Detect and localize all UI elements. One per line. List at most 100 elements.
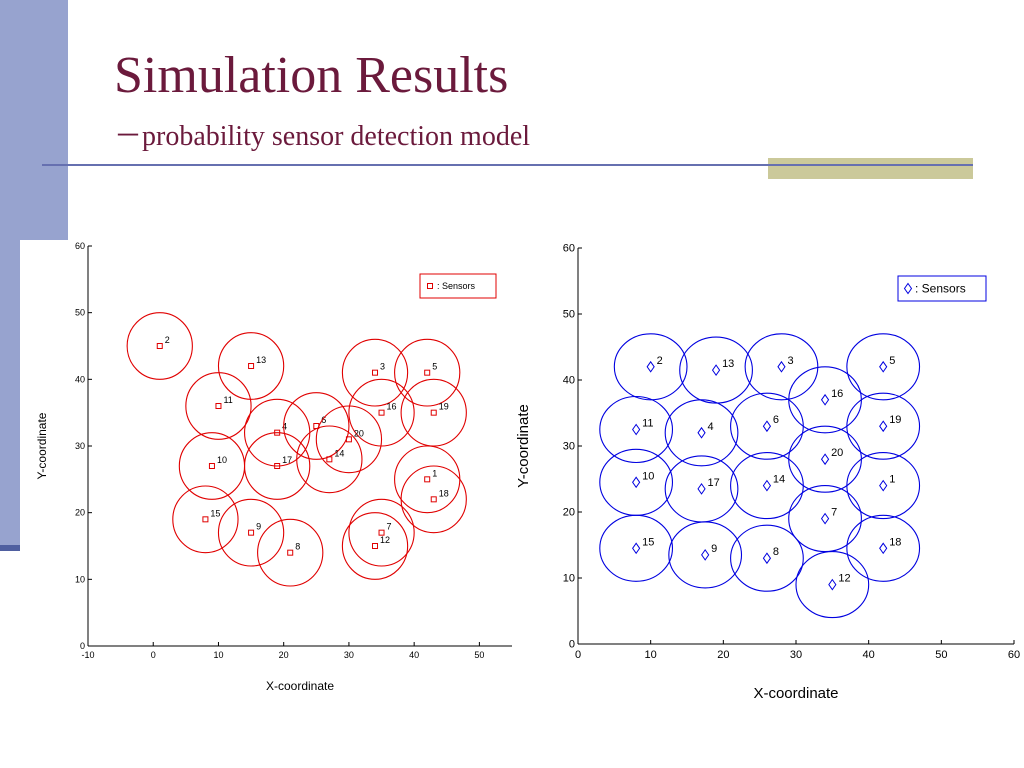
y-tick-label: 60 xyxy=(75,241,85,251)
y-tick-label: 0 xyxy=(80,641,85,651)
sensor-marker-12 xyxy=(372,543,379,549)
sensor-marker-10 xyxy=(208,463,215,469)
sensor-label-7: 7 xyxy=(831,507,837,519)
coverage-circle-14 xyxy=(296,425,363,494)
sensor-marker-15 xyxy=(632,542,641,555)
sensor-label-9: 9 xyxy=(256,522,261,532)
sensor-label-15: 15 xyxy=(210,508,220,518)
sensor-label-8: 8 xyxy=(773,546,779,558)
sensor-marker-17 xyxy=(274,463,281,469)
sensor-label-20: 20 xyxy=(831,447,843,459)
sensor-label-16: 16 xyxy=(387,402,397,412)
sensor-label-5: 5 xyxy=(432,362,437,372)
coverage-circle-8 xyxy=(730,524,804,592)
coverage-circle-16 xyxy=(348,378,415,447)
sensor-marker-1 xyxy=(879,479,888,492)
sensor-marker-20 xyxy=(345,436,352,443)
sensor-label-5: 5 xyxy=(889,355,895,367)
coverage-circle-6 xyxy=(283,392,350,460)
coverage-circle-13 xyxy=(217,332,285,400)
legend-label: : Sensors xyxy=(915,282,966,296)
coverage-circle-2 xyxy=(126,312,193,380)
sensor-marker-13 xyxy=(711,364,721,376)
y-tick-label: 50 xyxy=(563,309,575,321)
chart-blue-sensors: 0 10 20 30 40 50 60 0 10 20 30 40 50 60 X-coordinate Y-… xyxy=(515,243,1020,702)
sensor-label-2: 2 xyxy=(657,355,663,367)
y-tick-label: 10 xyxy=(563,573,575,585)
sensor-marker-1 xyxy=(424,476,431,483)
coverage-circle-1 xyxy=(846,452,921,520)
sensor-marker-18 xyxy=(879,542,888,555)
sensor-marker-3 xyxy=(777,360,786,373)
coverage-circle-17 xyxy=(664,455,739,523)
sensor-label-19: 19 xyxy=(889,414,901,426)
coverage-circle-16 xyxy=(788,366,862,434)
sensor-marker-20 xyxy=(820,453,830,466)
coverage-circle-13 xyxy=(679,336,753,404)
coverage-circle-15 xyxy=(599,514,674,582)
x-tick-label: 10 xyxy=(213,650,223,660)
y-tick-label: 60 xyxy=(563,243,575,255)
sensor-marker-16 xyxy=(820,393,830,406)
x-tick-label: 50 xyxy=(474,650,484,660)
chart-red-sensors: -10 0 10 20 30 40 500102030405060X-coordinateY… xyxy=(35,241,512,693)
sensor-label-1: 1 xyxy=(889,474,895,486)
sensor-label-11: 11 xyxy=(223,395,232,405)
y-tick-label: 50 xyxy=(75,308,85,318)
y-tick-label: 30 xyxy=(563,441,575,453)
y-tick-label: 20 xyxy=(563,507,575,519)
x-tick-label: 30 xyxy=(344,650,354,660)
sensor-label-13: 13 xyxy=(722,358,734,370)
legend-label: : Sensors xyxy=(437,281,476,291)
x-tick-label: 0 xyxy=(575,649,581,661)
y-tick-label: 0 xyxy=(569,639,575,651)
x-axis-label: X-coordinate xyxy=(266,679,334,693)
sensor-marker-2 xyxy=(156,343,163,349)
sensor-marker-19 xyxy=(879,420,888,433)
sensor-marker-15 xyxy=(202,516,209,523)
coverage-circle-7 xyxy=(788,485,862,553)
sensor-marker-2 xyxy=(646,360,655,373)
accent-box xyxy=(768,158,973,179)
left-decor-bar-foot xyxy=(0,545,20,551)
sensor-marker-6 xyxy=(762,420,772,433)
coverage-circle-19 xyxy=(400,378,467,447)
sensor-label-17: 17 xyxy=(282,455,292,465)
sensor-marker-14 xyxy=(326,456,333,463)
coverage-circle-10 xyxy=(599,448,674,516)
x-tick-label: -10 xyxy=(81,650,94,660)
sensor-marker-10 xyxy=(632,476,641,489)
coverage-circle-15 xyxy=(172,485,239,554)
coverage-circle-2 xyxy=(613,333,688,401)
coverage-circle-3 xyxy=(744,333,819,401)
sensor-label-6: 6 xyxy=(321,415,326,425)
coverage-circle-7 xyxy=(348,498,415,567)
coverage-circle-12 xyxy=(341,512,409,580)
sensor-marker-9 xyxy=(701,549,710,561)
sensor-label-4: 4 xyxy=(282,422,287,432)
sensor-marker-14 xyxy=(762,479,772,492)
sensor-label-2: 2 xyxy=(165,335,170,345)
sensor-label-8: 8 xyxy=(295,542,300,552)
coverage-circle-14 xyxy=(730,452,804,520)
sensor-marker-18 xyxy=(430,496,437,503)
sensor-marker-16 xyxy=(378,409,385,416)
x-tick-label: 60 xyxy=(1008,649,1020,661)
sensor-marker-12 xyxy=(828,578,837,591)
sensor-marker-5 xyxy=(424,369,431,376)
y-tick-label: 40 xyxy=(75,374,85,384)
y-tick-label: 20 xyxy=(75,508,85,518)
sensor-label-4: 4 xyxy=(708,421,714,433)
sensor-label-10: 10 xyxy=(642,470,654,482)
sensor-label-7: 7 xyxy=(387,522,392,532)
x-tick-label: 40 xyxy=(863,649,875,661)
sensor-marker-7 xyxy=(378,529,385,536)
coverage-circle-19 xyxy=(846,392,921,460)
coverage-circle-11 xyxy=(599,395,674,464)
coverage-circle-9 xyxy=(217,498,285,567)
coverage-circle-1 xyxy=(394,445,461,514)
sensor-marker-7 xyxy=(820,512,830,525)
sensor-marker-19 xyxy=(430,409,437,416)
sensor-marker-5 xyxy=(879,360,888,373)
sensor-label-9: 9 xyxy=(711,543,717,555)
